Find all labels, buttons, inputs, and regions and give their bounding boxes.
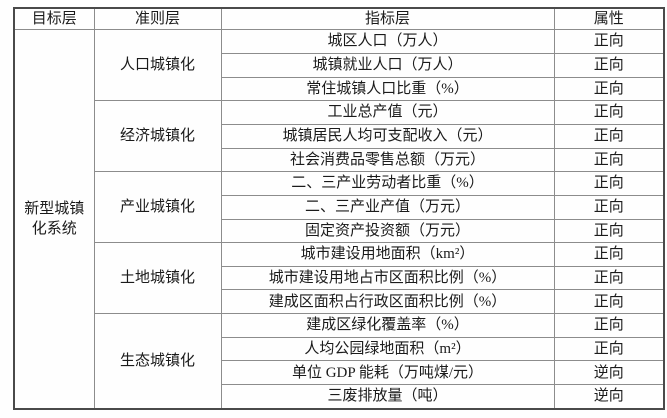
indicator-cell: 建成区面积占行政区面积比例（%） [220,289,555,315]
table-row: 产业城镇化 二、三产业劳动者比重（%） 正向 [14,171,665,244]
attribute-cell: 正向 [553,171,665,196]
table-row: 生态城镇化 建成区绿化覆盖率（%） 正向 [14,313,665,410]
attribute-cell: 正向 [553,76,665,102]
indicator-cell: 城镇就业人口（万人） [220,52,555,78]
table-row: 经济城镇化 工业总产值（元） 正向 [14,100,665,173]
table-row: 建成区面积占行政区面积比例（%） 正向 [14,289,665,315]
table-row: 城镇就业人口（万人） 正向 [14,52,665,78]
indicator-cell: 单位 GDP 能耗（万吨煤/元） [220,360,555,386]
table-row: 人均公园绿地面积（m²） 正向 [14,336,665,362]
indicator-cell: 二、三产业劳动者比重（%） [220,171,555,196]
attribute-cell: 正向 [553,100,665,125]
indicator-cell: 二、三产业产值（万元） [220,194,555,220]
attribute-cell: 逆向 [553,384,665,410]
table-row: 土地城镇化 城市建设用地面积（km²） 正向 [14,242,665,315]
header-indicator-layer: 指标层 [220,7,555,31]
target-layer-line2: 化系统 [31,221,77,238]
indicator-cell: 常住城镇人口比重（%） [220,76,555,102]
criterion-cell: 人口城镇化 [93,29,222,102]
header-row: 目标层 准则层 指标层 属性 [13,7,665,31]
attribute-cell: 正向 [553,265,665,291]
indicator-cell: 城区人口（万人） [220,29,555,54]
attribute-cell: 正向 [553,194,665,220]
indicator-cell: 三废排放量（吨） [220,384,555,410]
attribute-cell: 正向 [553,29,665,54]
indicator-cell: 工业总产值（元） [220,100,555,125]
table-row: 城市建设用地占市区面积比例（%） 正向 [14,265,665,291]
table-row: 三废排放量（吨） 逆向 [14,384,665,410]
table-row: 二、三产业产值（万元） 正向 [14,194,665,220]
attribute-cell: 正向 [553,313,665,338]
attribute-cell: 正向 [553,289,665,315]
indicator-cell: 人均公园绿地面积（m²） [220,336,555,362]
criterion-cell: 产业城镇化 [93,171,222,244]
target-layer-cell: 新型城镇 化系统 [13,29,95,410]
attribute-cell: 逆向 [553,360,665,386]
criterion-cell: 经济城镇化 [93,100,222,173]
table-row: 社会消费品零售总额（万元） 正向 [14,147,665,173]
indicator-system-table: 目标层 准则层 指标层 属性 新型城镇 化系统 人口城镇化 城区人口（万人） 正… [13,7,665,410]
indicator-cell: 固定资产投资额（万元） [220,218,555,244]
header-target-layer: 目标层 [13,7,95,31]
indicator-cell: 城市建设用地面积（km²） [220,242,555,267]
attribute-cell: 正向 [553,52,665,78]
attribute-cell: 正向 [553,218,665,244]
attribute-cell: 正向 [553,242,665,267]
table-row: 城镇居民人均可支配收入（元） 正向 [14,123,665,149]
criterion-cell: 生态城镇化 [93,313,222,410]
attribute-cell: 正向 [553,123,665,149]
header-criterion-layer: 准则层 [93,7,222,31]
header-attribute: 属性 [553,7,665,31]
attribute-cell: 正向 [553,147,665,173]
table-row: 固定资产投资额（万元） 正向 [14,218,665,244]
attribute-cell: 正向 [553,336,665,362]
indicator-cell: 城市建设用地占市区面积比例（%） [220,265,555,291]
table-row: 新型城镇 化系统 人口城镇化 城区人口（万人） 正向 [13,29,665,410]
indicator-cell: 城镇居民人均可支配收入（元） [220,123,555,149]
criterion-cell: 土地城镇化 [93,242,222,315]
target-layer-line1: 新型城镇 [24,200,85,217]
indicator-cell: 建成区绿化覆盖率（%） [220,313,555,338]
indicator-cell: 社会消费品零售总额（万元） [220,147,555,173]
